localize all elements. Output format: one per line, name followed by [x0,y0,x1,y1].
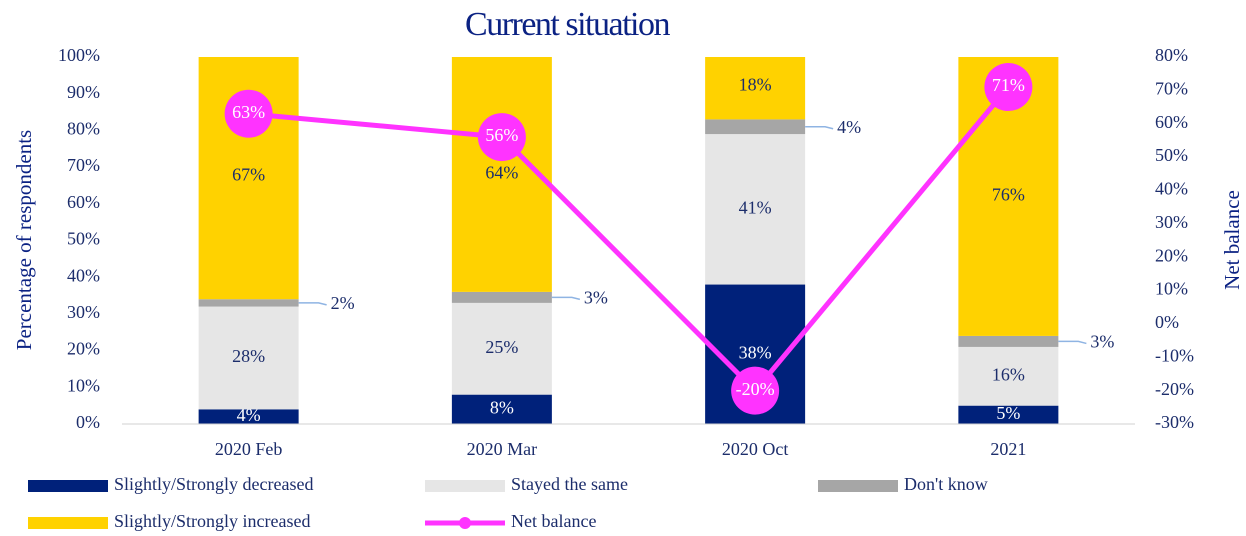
data-label: 76% [992,185,1025,205]
y-tick-label: 90% [67,82,100,102]
data-label: 4% [237,405,261,425]
y-tick-label: 0% [76,412,100,432]
data-label: 16% [992,364,1025,384]
x-tick-label: 2020 Mar [467,439,538,459]
bars [198,57,1059,424]
y-tick-label: 50% [67,229,100,249]
line-marker [731,366,780,415]
y-tick-label: 30% [67,302,100,322]
y-tick-label: 10% [67,375,100,395]
data-label: 3% [1090,332,1114,352]
data-label: 56% [485,125,518,145]
bar-segment [958,405,1059,424]
legend-label: Stayed the same [511,474,628,494]
label-leader [1058,340,1087,345]
y2-tick-label: 0% [1155,312,1179,332]
y-tick-label: 40% [67,265,100,285]
bar-segment [705,134,806,285]
y-tick-label: 20% [67,339,100,359]
legend-label: Don't know [904,474,988,494]
x-tick-label: 2020 Feb [215,439,283,459]
legend-swatch [818,480,898,492]
line-marker [984,63,1033,112]
legend-label: Slightly/Strongly increased [114,511,310,531]
x-tick-label: 2020 Oct [722,439,789,459]
legend-swatch [459,517,471,529]
data-label: 71% [992,75,1025,95]
bar-segment [451,291,552,303]
data-label: 5% [996,403,1020,423]
bar-segment [958,335,1059,347]
bar-segment [958,346,1059,406]
bar-segment [198,306,299,410]
line [248,85,1011,395]
y2-tick-label: 60% [1155,112,1188,132]
label-leader [805,125,834,130]
data-label: 18% [739,74,772,94]
label-leader [298,302,327,306]
chart-title: Current situation [465,6,670,43]
bar-segment [451,394,552,424]
legend-label: Slightly/Strongly decreased [114,474,313,494]
line-marker [477,113,526,162]
bar-segment [451,302,552,395]
y2-tick-label: 20% [1155,245,1188,265]
y2-tick-label: 40% [1155,179,1188,199]
y-tick-label: 60% [67,192,100,212]
legend-swatch [425,480,505,492]
bar-segment [198,409,299,424]
y2-tick-label: -20% [1155,379,1194,399]
y2-tick-label: -30% [1155,412,1194,432]
y-tick-label: 80% [67,119,100,139]
y2-axis-title: Net balance [1220,190,1244,290]
bar-segment [198,299,299,307]
y2-tick-label: 30% [1155,212,1188,232]
label-leader [551,296,581,301]
data-label: 64% [485,163,518,183]
data-label: 63% [232,102,265,122]
y2-tick-label: 50% [1155,145,1188,165]
legend-label: Net balance [511,511,596,531]
y2-tick-label: 10% [1155,279,1188,299]
data-label: -20% [736,379,775,399]
bar-segment [705,119,806,135]
data-label: 67% [232,164,265,184]
data-label: 38% [739,342,772,362]
legend-swatch [28,480,108,492]
y2-tick-label: -10% [1155,345,1194,365]
y2-tick-label: 70% [1155,78,1188,98]
legend-swatch [28,517,108,529]
line-marker [224,89,273,138]
bar-segment [705,57,806,120]
data-label: 41% [739,197,772,217]
data-label: 4% [837,117,861,137]
data-label: 3% [584,288,608,308]
y-tick-label: 70% [67,155,100,175]
data-label: 25% [485,337,518,357]
bar-segment [451,57,552,292]
data-label: 2% [331,293,355,313]
y-axis-title: Percentage of respondents [12,130,36,350]
y2-tick-label: 80% [1155,45,1188,65]
data-label: 8% [490,397,514,417]
data-label: 28% [232,346,265,366]
x-tick-label: 2021 [990,439,1026,459]
y-tick-label: 100% [58,45,100,65]
